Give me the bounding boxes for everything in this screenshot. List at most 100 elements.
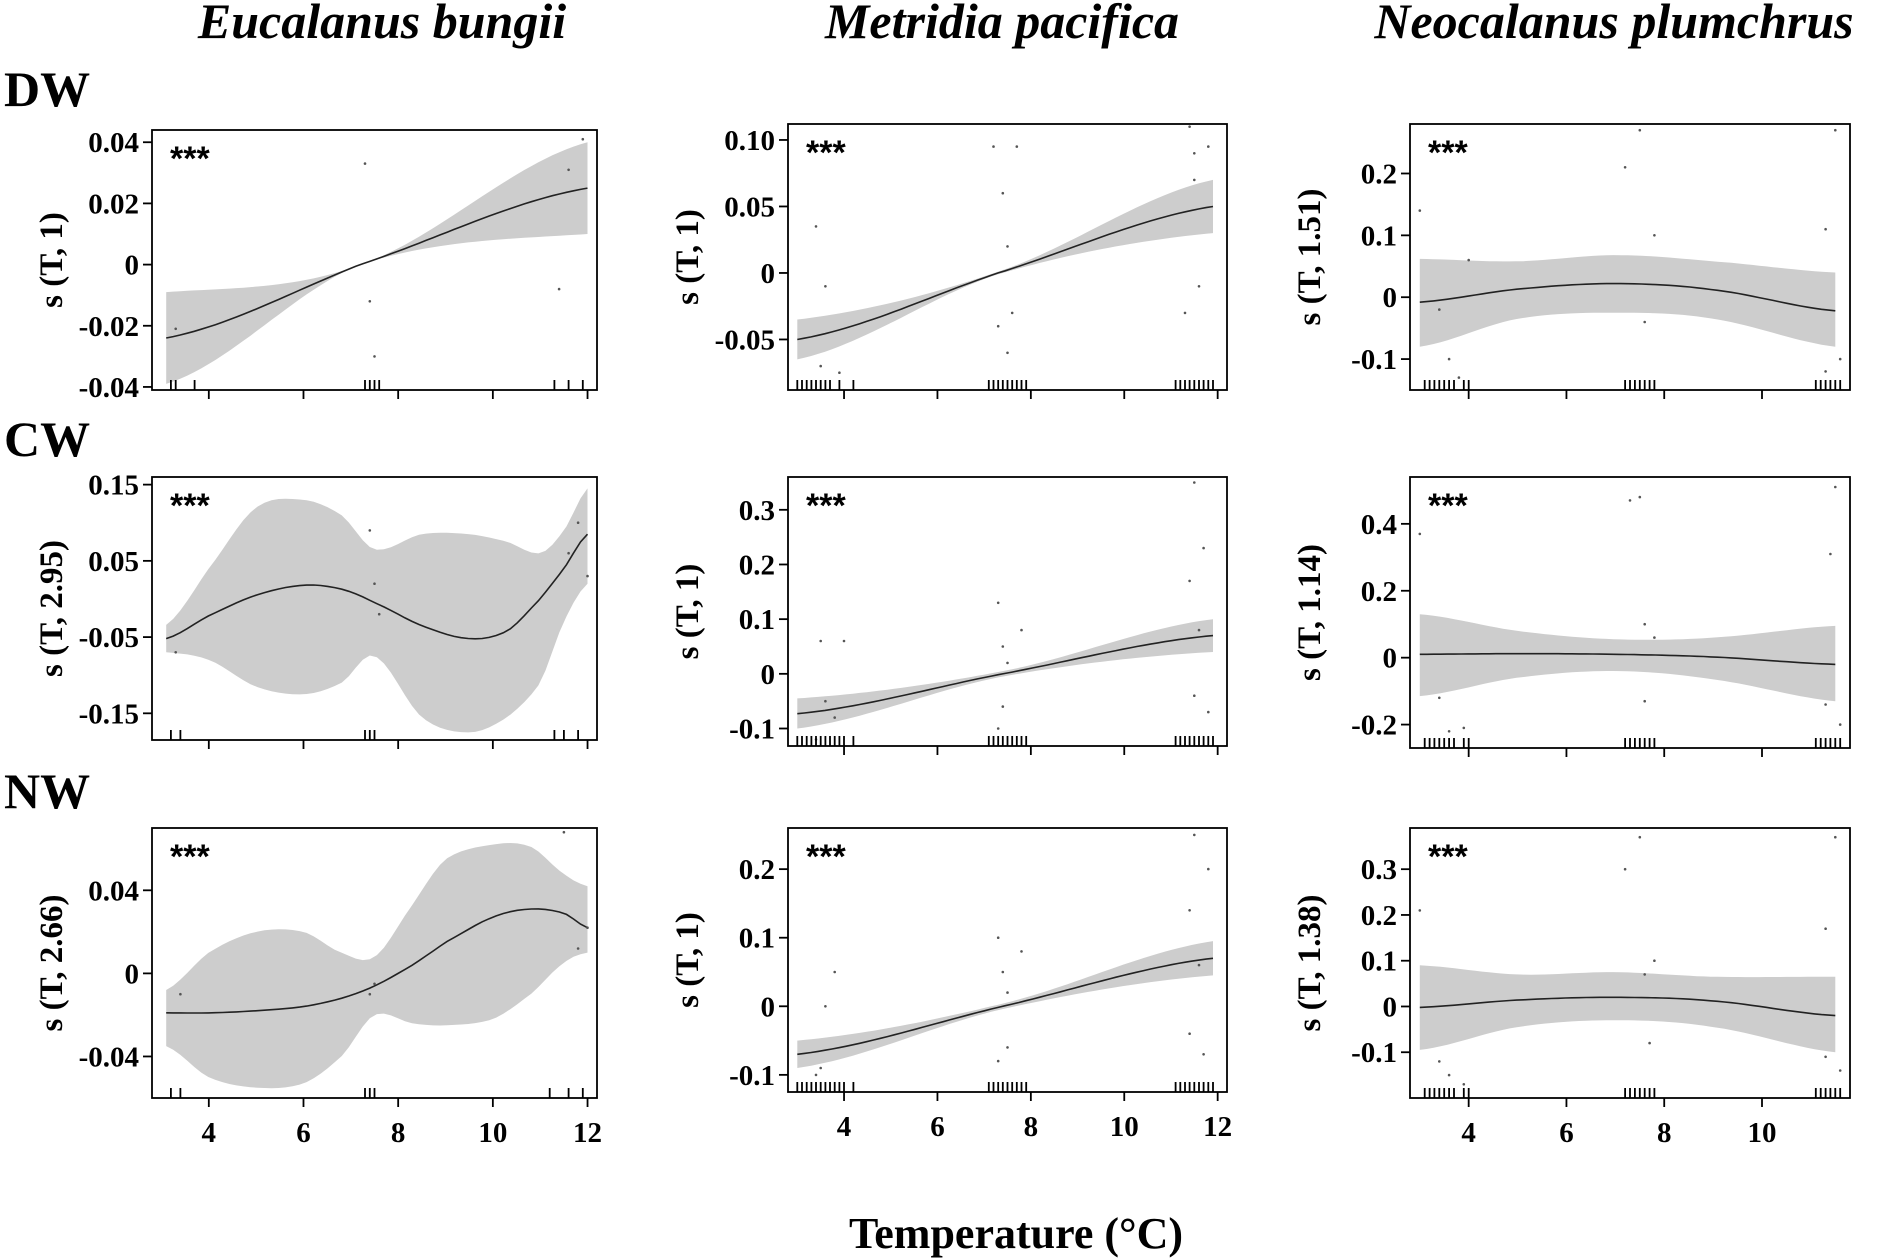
y-tick-label: 0.1	[739, 923, 775, 955]
residual-point	[1188, 1032, 1191, 1035]
residual-point	[1447, 357, 1451, 361]
y-tick-label: 0.2	[739, 854, 775, 886]
residual-point	[1197, 628, 1201, 632]
panel-nw-8: -0.1 0 0.1 0.2 0.3 4 6 8 10 s (T, 1.38) ***	[1292, 827, 1851, 1149]
residual-point	[1006, 1046, 1009, 1049]
residual-point	[1834, 835, 1837, 839]
y-tick-label: 0.3	[1361, 854, 1397, 886]
smooth-fit-line	[1419, 652, 1836, 666]
significance-stars: ***	[1428, 487, 1468, 525]
residual-point	[1020, 628, 1023, 632]
y-tick-label: 0	[761, 659, 776, 691]
y-tick-label: 0.02	[88, 188, 139, 220]
residual-point	[368, 992, 372, 996]
panel-frame	[787, 827, 1228, 1093]
panel-dw-1: -0.05 0 0.05 0.10 s (T, 1) ***	[670, 123, 1228, 399]
residual-point	[567, 551, 570, 555]
x-tick-label: 12	[1203, 1111, 1232, 1143]
y-tick-label: 0.2	[1361, 158, 1397, 190]
y-tick-label: 0.04	[88, 875, 139, 907]
smooth-fit-line	[166, 908, 588, 1014]
y-axis-label: s (T, 2.66)	[34, 895, 70, 1032]
residual-point	[368, 529, 372, 532]
residual-point	[1188, 125, 1191, 128]
residual-point	[174, 651, 177, 654]
residual-point	[586, 574, 589, 578]
residual-point	[363, 162, 367, 165]
residual-point	[814, 225, 818, 228]
y-tick-label: 0	[761, 991, 776, 1023]
residual-point	[1438, 308, 1441, 311]
residual-point	[581, 137, 585, 141]
y-axis-label: s (T, 1)	[34, 212, 70, 308]
significance-stars: ***	[806, 487, 846, 525]
smooth-fit-line	[797, 634, 1214, 715]
y-tick-label: 0	[125, 958, 140, 990]
residual-point	[819, 1066, 822, 1070]
residual-point	[1197, 963, 1201, 967]
residual-point	[1838, 357, 1842, 361]
residual-point	[1447, 1073, 1451, 1077]
residual-point	[1193, 694, 1196, 697]
residual-point	[562, 830, 566, 834]
residual-point	[1193, 178, 1196, 182]
residual-point	[824, 285, 827, 288]
residual-point	[1834, 485, 1837, 489]
panel-frame	[1409, 476, 1851, 749]
y-tick-label: -0.1	[1351, 1037, 1397, 1069]
y-tick-label: 0.10	[724, 125, 775, 157]
residual-point	[1438, 1060, 1441, 1063]
y-tick-label: 0.15	[88, 470, 139, 502]
residual-point	[1418, 209, 1422, 212]
y-tick-label: 0.3	[739, 495, 775, 527]
confidence-band	[1419, 614, 1836, 702]
residual-point	[557, 287, 561, 291]
residual-point	[1824, 370, 1827, 373]
y-axis-label: s (T, 1.51)	[1292, 189, 1328, 326]
x-tick-label: 4	[202, 1117, 217, 1149]
y-tick-label: -0.04	[79, 372, 139, 404]
residual-point	[1001, 705, 1005, 708]
residual-point	[1653, 959, 1656, 962]
confidence-band	[1419, 965, 1836, 1053]
residual-point	[996, 936, 1000, 939]
species-title-eucalanus: Eucalanus bungii	[197, 0, 566, 49]
row-label-cw: CW	[4, 411, 90, 467]
residual-point	[1207, 710, 1210, 714]
residual-point	[1193, 152, 1196, 155]
y-axis-label: s (T, 1.14)	[1292, 544, 1328, 681]
x-tick-label: 4	[837, 1111, 852, 1143]
residual-point	[1001, 645, 1005, 648]
y-tick-label: -0.2	[1351, 710, 1397, 742]
residual-point	[1188, 579, 1191, 583]
residual-point	[1623, 867, 1627, 871]
x-tick-label: 8	[1024, 1111, 1039, 1143]
residual-point	[1418, 532, 1422, 536]
y-tick-label: 0.04	[88, 127, 139, 159]
x-tick-label: 12	[573, 1117, 602, 1149]
significance-stars: ***	[1428, 134, 1468, 172]
row-label-nw: NW	[4, 763, 90, 819]
y-tick-label: 0.05	[88, 546, 139, 578]
residual-point	[824, 1005, 827, 1008]
residual-point	[1643, 973, 1646, 976]
residual-point	[1829, 552, 1832, 556]
residual-point	[1006, 661, 1009, 665]
smooth-fit-line	[797, 957, 1214, 1056]
residual-point	[1207, 867, 1210, 871]
x-tick-label: 10	[1748, 1117, 1777, 1149]
residual-point	[1462, 1083, 1466, 1086]
residual-point	[576, 947, 580, 950]
confidence-band	[166, 843, 588, 1089]
residual-point	[1006, 245, 1009, 248]
residual-point	[819, 364, 822, 368]
x-axis-title: Temperature (°C)	[849, 1209, 1183, 1258]
residual-point	[1638, 495, 1642, 499]
residual-point	[1638, 128, 1642, 132]
y-tick-label: 0	[1383, 282, 1398, 314]
residual-point	[1638, 835, 1642, 839]
confidence-band	[797, 941, 1213, 1068]
residual-point	[377, 612, 381, 616]
panel-cw-4: -0.1 0 0.1 0.2 0.3 s (T, 1) ***	[670, 476, 1228, 755]
panel-grid: -0.04 -0.02 0 0.02 0.04 s (T, 1) *** -0.05 0 0.05…	[34, 123, 1851, 1149]
